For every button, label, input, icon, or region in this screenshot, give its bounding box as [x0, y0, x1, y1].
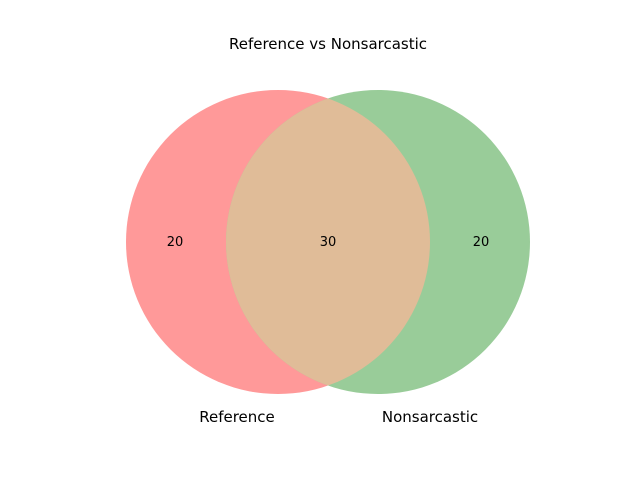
intersection-count: 30: [320, 235, 337, 250]
nonsarcastic-only-count: 20: [473, 235, 490, 250]
diagram-title: Reference vs Nonsarcastic: [229, 35, 427, 53]
intersection-region: [226, 90, 430, 394]
nonsarcastic-set-label: Nonsarcastic: [382, 408, 478, 426]
reference-only-count: 20: [167, 235, 184, 250]
reference-set-label: Reference: [199, 408, 275, 426]
